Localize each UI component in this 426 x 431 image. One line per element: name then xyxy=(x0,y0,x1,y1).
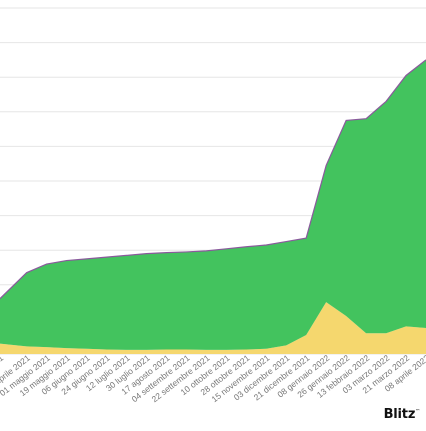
total-line xyxy=(0,59,426,300)
brand-name: Blitz xyxy=(383,407,416,422)
trademark-mark: ™ xyxy=(415,408,420,415)
brand-logo: Blitz™ xyxy=(383,407,421,422)
series-area-1 xyxy=(0,59,426,350)
series-area-0 xyxy=(0,302,426,354)
